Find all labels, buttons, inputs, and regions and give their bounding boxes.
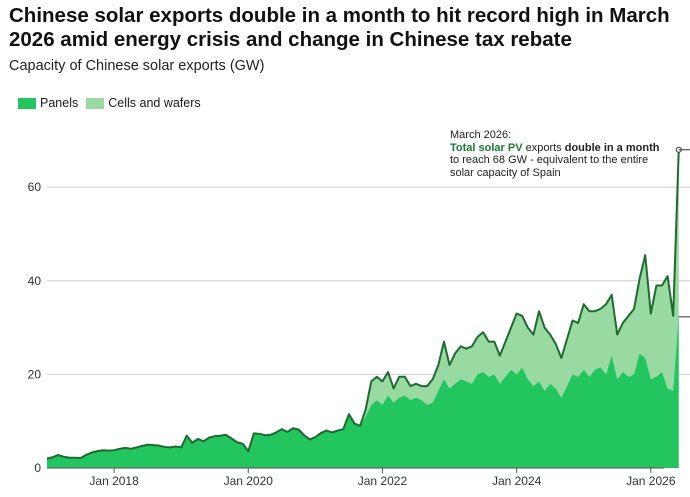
annotation-highlight: Total solar PV <box>450 141 523 154</box>
annotation-date: March 2026: <box>450 129 512 141</box>
legend-item-cells-and-wafers: Cells and wafers <box>86 96 201 110</box>
annotation-box: March 2026: Total solar PV exports doubl… <box>450 129 660 179</box>
total-line <box>46 149 680 460</box>
legend-swatch-panels <box>18 97 36 109</box>
chart-subtitle: Capacity of Chinese solar exports (GW) <box>9 58 265 74</box>
legend-item-panels: Panels <box>18 96 78 110</box>
legend-label-cells-and-wafers: Cells and wafers <box>108 96 201 110</box>
area-panels <box>47 313 679 468</box>
annotation-text-3: to reach 68 GW - equivalent to the entir… <box>450 154 649 179</box>
legend: Panels Cells and wafers <box>18 96 209 110</box>
y-tick-label-0: 0 <box>34 461 41 475</box>
x-tick-label-jan-2020: Jan 2020 <box>224 474 274 488</box>
x-tick-label-jan-2022: Jan 2022 <box>358 474 408 488</box>
annotation-bracket <box>678 149 690 318</box>
x-tick-label-jan-2018: Jan 2018 <box>89 474 139 488</box>
y-tick-label-60: 60 <box>28 180 42 194</box>
annotation-bold: double in a month <box>564 141 660 154</box>
x-tick-label-jan-2024: Jan 2024 <box>492 474 542 488</box>
y-tick-label-40: 40 <box>28 274 42 288</box>
legend-swatch-cells-and-wafers <box>86 97 105 109</box>
chart-title: Chinese solar exports double in a month … <box>9 4 670 51</box>
legend-label-panels: Panels <box>40 96 79 110</box>
annotation-text-2: exports <box>522 141 565 154</box>
y-tick-label-20: 20 <box>28 367 42 381</box>
x-tick-label-jan-2026: Jan 2026 <box>626 474 676 488</box>
